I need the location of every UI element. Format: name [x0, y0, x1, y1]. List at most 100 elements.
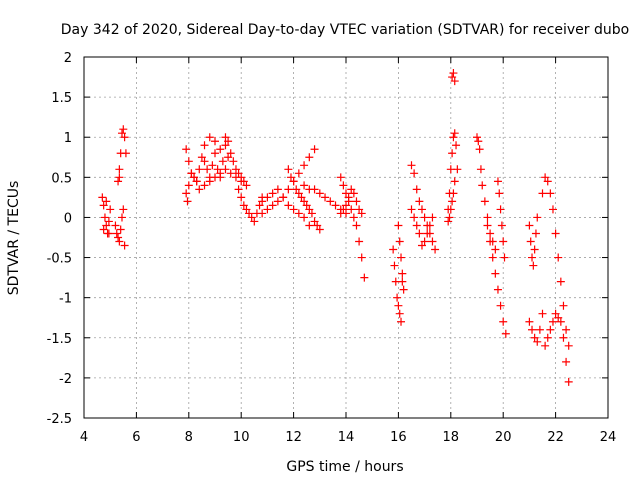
- data-point: [116, 225, 125, 234]
- data-point: [258, 209, 267, 218]
- x-tick-label: 6: [132, 430, 140, 445]
- y-tick-label: -0.5: [47, 252, 72, 267]
- data-point: [355, 205, 364, 214]
- data-point: [449, 189, 458, 198]
- data-point: [294, 169, 303, 178]
- series-arc2: [111, 205, 129, 250]
- data-point: [448, 197, 457, 206]
- x-tick-label: 22: [547, 430, 564, 445]
- data-point: [98, 193, 107, 202]
- data-point: [473, 133, 481, 142]
- data-point: [538, 189, 547, 198]
- series-arc22: [483, 221, 510, 338]
- data-point: [115, 173, 124, 182]
- data-point: [234, 185, 243, 194]
- data-point: [554, 253, 563, 262]
- data-point: [474, 137, 483, 146]
- data-point: [120, 133, 129, 142]
- series-arc14: [389, 245, 407, 326]
- data-point: [483, 213, 492, 222]
- data-point: [530, 333, 539, 342]
- series-arc20: [448, 69, 459, 86]
- data-point: [478, 181, 487, 190]
- data-point: [104, 229, 113, 238]
- data-point: [117, 129, 126, 138]
- data-point: [242, 205, 251, 214]
- data-point: [428, 237, 437, 246]
- data-point: [182, 145, 191, 154]
- data-point: [208, 161, 217, 170]
- data-point: [448, 73, 457, 82]
- data-point: [258, 197, 267, 206]
- data-point: [486, 237, 495, 246]
- y-tick-labels: -2.5 -2 -1.5 -1 -0.5 0 0.5 1 1.5 2: [47, 51, 72, 427]
- data-point: [420, 213, 429, 222]
- x-tick-label: 12: [285, 430, 302, 445]
- data-point: [531, 229, 540, 238]
- y-tick-label: 0: [64, 211, 72, 226]
- data-point: [389, 245, 398, 254]
- data-point: [292, 185, 301, 194]
- data-point: [394, 301, 403, 310]
- data-point: [420, 237, 429, 246]
- data-point: [445, 213, 454, 222]
- series-arc4: [182, 141, 233, 186]
- series-arc8: [258, 145, 319, 218]
- series-arc25: [525, 309, 547, 346]
- data-point: [294, 209, 303, 218]
- data-point: [425, 221, 434, 230]
- data-point: [446, 205, 455, 214]
- data-point: [183, 197, 192, 206]
- data-point: [390, 261, 399, 270]
- data-point: [483, 221, 492, 230]
- data-point: [305, 205, 314, 214]
- data-point: [562, 357, 571, 366]
- data-point: [119, 205, 128, 214]
- data-points: [98, 69, 573, 386]
- series-arc18: [444, 129, 462, 214]
- data-point: [559, 301, 568, 310]
- data-point: [289, 177, 298, 186]
- data-point: [255, 201, 264, 210]
- data-point: [300, 161, 309, 170]
- data-point: [120, 241, 129, 250]
- data-point: [410, 169, 419, 178]
- x-tick-label: 16: [390, 430, 407, 445]
- data-point: [551, 309, 560, 318]
- data-point: [331, 201, 340, 210]
- data-point: [449, 69, 458, 78]
- data-point: [526, 237, 535, 246]
- data-point: [431, 245, 440, 254]
- data-point: [114, 177, 123, 186]
- data-point: [100, 213, 109, 222]
- data-point: [417, 241, 426, 250]
- data-point: [221, 133, 230, 142]
- data-point: [300, 197, 309, 206]
- series-arc21: [473, 133, 500, 254]
- data-point: [428, 213, 437, 222]
- data-point: [192, 177, 201, 186]
- data-point: [397, 253, 406, 262]
- data-point: [315, 225, 324, 234]
- x-tick-label: 20: [495, 430, 512, 445]
- y-tick-label: 0.5: [51, 171, 72, 186]
- data-point: [448, 149, 457, 158]
- data-point: [564, 341, 573, 350]
- data-point: [279, 193, 288, 202]
- data-point: [99, 225, 108, 234]
- data-point: [326, 197, 335, 206]
- data-point: [533, 337, 542, 346]
- data-point: [347, 185, 356, 194]
- data-point: [347, 205, 356, 214]
- x-tick-label: 18: [443, 430, 460, 445]
- series-arc12: [336, 173, 369, 282]
- data-point: [310, 185, 319, 194]
- data-point: [226, 149, 235, 158]
- data-point: [211, 149, 219, 158]
- x-tick-label: 10: [233, 430, 250, 445]
- data-point: [184, 181, 193, 190]
- data-point: [360, 273, 369, 282]
- data-point: [556, 317, 565, 326]
- data-point: [313, 221, 322, 230]
